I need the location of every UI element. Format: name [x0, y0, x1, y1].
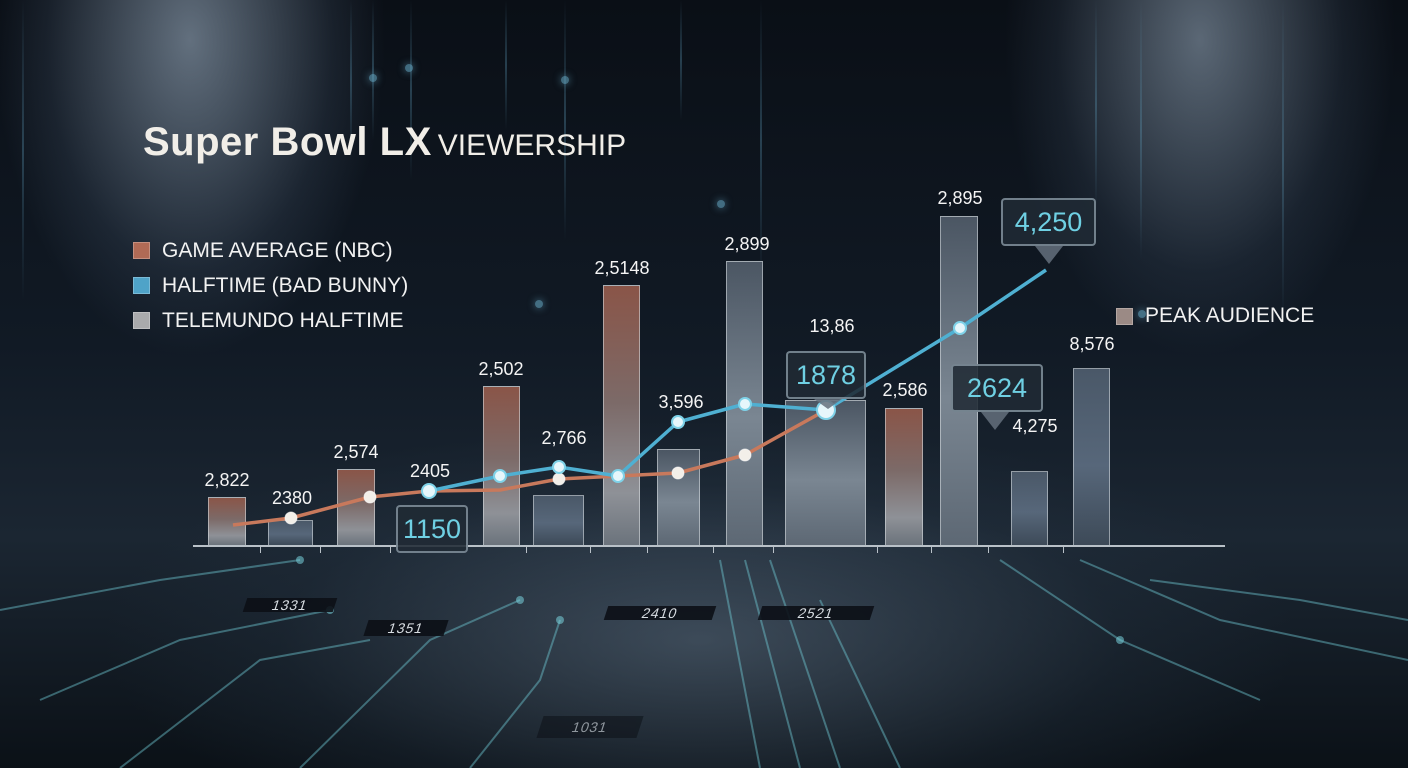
callout-pointer [981, 412, 1009, 430]
axis-tick [773, 547, 774, 553]
bar-label: 2,822 [204, 470, 250, 490]
legend-swatch-blue [133, 277, 150, 294]
axis-tick [260, 547, 261, 553]
bar-label: 13,86 [809, 316, 855, 336]
callout-4250: 4,250 [1001, 198, 1096, 264]
legend-item-halftime: HALFTIME (BAD BUNNY) [133, 268, 408, 303]
x-axis [193, 545, 1225, 547]
legend: GAME AVERAGE (NBC) HALFTIME (BAD BUNNY) … [133, 233, 408, 338]
axis-tick [647, 547, 648, 553]
bar-label: 2,502 [478, 359, 524, 379]
title-sub: VIEWERSHIP [437, 129, 627, 162]
axis-tick [526, 547, 527, 553]
floor-tag: 1331 [242, 597, 338, 613]
bar-label: 2380 [271, 488, 313, 508]
bar [1073, 368, 1110, 545]
callout-pointer [1035, 246, 1063, 264]
legend-item-telemundo: TELEMUNDO HALFTIME [133, 303, 408, 338]
floor-tag: 1031 [536, 716, 644, 738]
bar-label: 3,596 [658, 392, 704, 412]
bar-label: 4,275 [1012, 416, 1058, 436]
legend-item-peak-audience: PEAK AUDIENCE [1116, 304, 1314, 328]
game-average-line [232, 408, 827, 527]
title-main: Super Bowl LX [143, 120, 432, 164]
callout-value: 2624 [966, 373, 1028, 403]
callout-value: 4,250 [1014, 207, 1083, 237]
callout-2624: 2624 [951, 364, 1043, 430]
bar [483, 386, 520, 545]
axis-tick [988, 547, 989, 553]
legend-swatch-gray [133, 312, 150, 329]
legend-label: TELEMUNDO HALFTIME [162, 308, 404, 332]
axis-tick [1063, 547, 1064, 553]
bar-label: 2,766 [541, 428, 587, 448]
bar-label: 2,5148 [594, 258, 650, 278]
axis-tick [877, 547, 878, 553]
callout-1878: 1878 [786, 351, 866, 409]
callout-value: 1150 [402, 514, 462, 544]
callout-1150: 1150 [396, 505, 468, 553]
legend-label: PEAK AUDIENCE [1145, 304, 1315, 327]
bar-label: 2,895 [937, 188, 983, 208]
axis-tick [390, 547, 391, 553]
axis-tick [931, 547, 932, 553]
chart-title: Super Bowl LX VIEWERSHIP [143, 120, 626, 165]
floor-tag: 1351 [363, 620, 449, 636]
legend-swatch-orange [133, 242, 150, 259]
bar [208, 497, 246, 545]
bar [533, 495, 584, 545]
bar-label: 2,586 [882, 380, 928, 400]
bar-label: 2405 [409, 461, 451, 481]
floor-tag: 2521 [757, 605, 875, 621]
bar [1011, 471, 1048, 545]
floor-tag: 2410 [603, 605, 717, 621]
legend-swatch-mauve [1116, 307, 1133, 325]
bar-label: 8,576 [1069, 334, 1115, 354]
legend-item-game-average: GAME AVERAGE (NBC) [133, 233, 408, 268]
legend-label: GAME AVERAGE (NBC) [162, 238, 393, 262]
callout-pointer [814, 399, 842, 409]
bar [885, 408, 923, 545]
bar-label: 2,899 [724, 234, 770, 254]
bar [603, 285, 640, 545]
axis-tick [320, 547, 321, 553]
callout-value: 1878 [795, 360, 857, 390]
bar [657, 449, 700, 545]
bar-label: 2,574 [333, 442, 379, 462]
axis-tick [590, 547, 591, 553]
legend-label: HALFTIME (BAD BUNNY) [162, 273, 409, 297]
axis-tick [713, 547, 714, 553]
